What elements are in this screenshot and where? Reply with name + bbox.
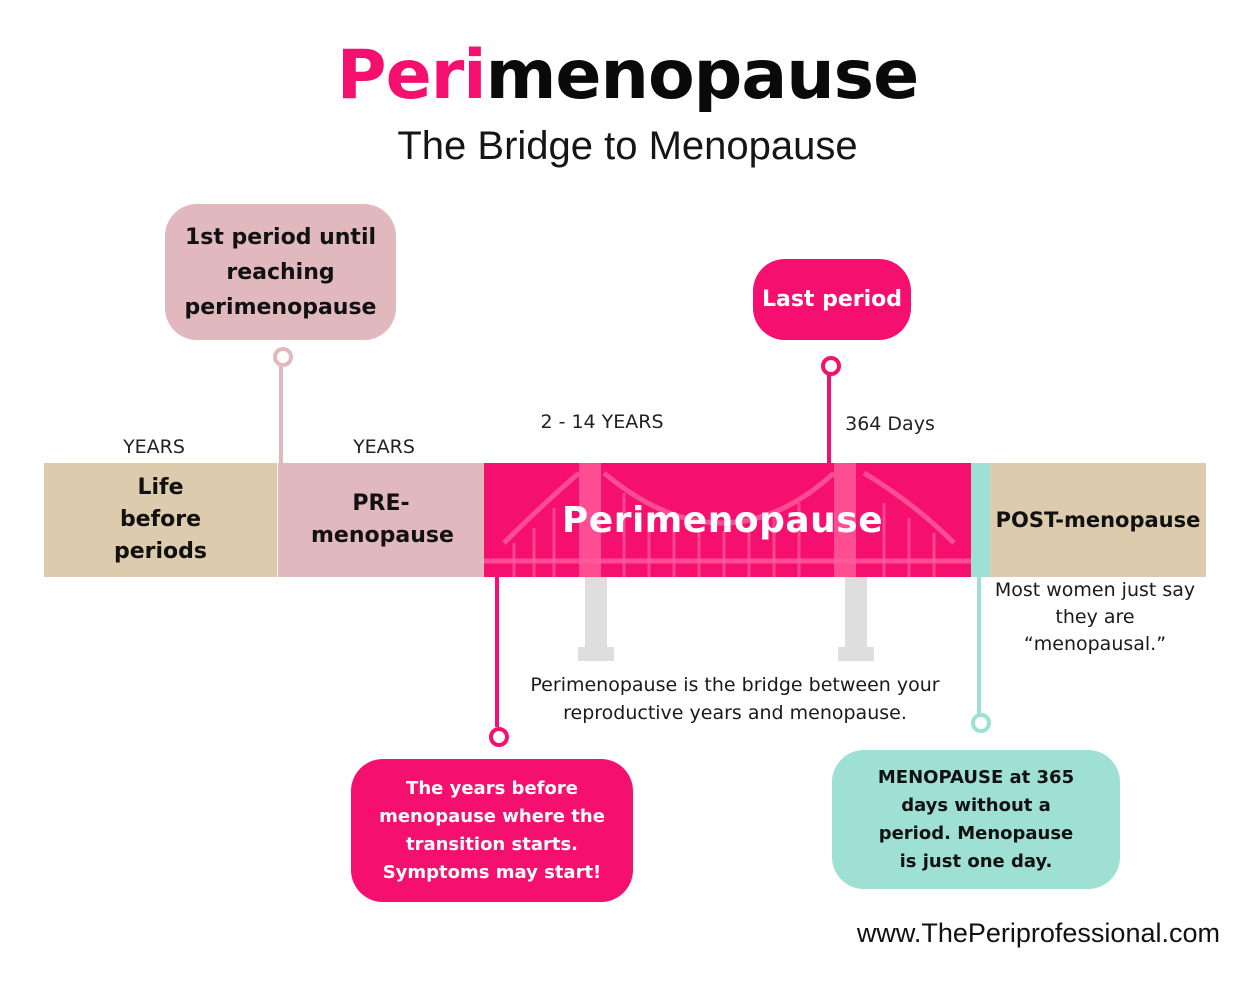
years-label-peri: 2 - 14 YEARS — [540, 411, 664, 433]
callout-first-period: 1st period until reaching perimenopause — [165, 204, 396, 340]
callout-last-period-text: Last period — [761, 287, 903, 312]
website-url: www.ThePeriprofessional.com — [856, 918, 1220, 948]
title-rest: menopause — [485, 36, 920, 115]
connector-first-period — [279, 358, 283, 464]
segment-peri: Perimenopause — [484, 463, 971, 577]
bridge-towers-graphic — [578, 577, 874, 661]
years-label-pre: YEARS — [353, 436, 415, 458]
segment-life-before: Life before periods — [44, 463, 277, 577]
days-label: 364 Days — [845, 413, 935, 435]
note-bridge: Perimenopause is the bridge between your… — [530, 674, 940, 724]
connector-years-before — [495, 577, 499, 727]
segment-post-label: POST-menopause — [995, 508, 1201, 532]
bridge-graphic — [484, 463, 971, 577]
callout-menopause: MENOPAUSE at 365 days without a period. … — [832, 750, 1120, 889]
segment-pre-label: PRE- menopause — [311, 491, 454, 548]
segment-pre: PRE- menopause — [278, 463, 484, 577]
segment-peri-label: Perimenopause — [561, 499, 884, 541]
title-highlight: Peri — [336, 36, 487, 115]
callout-last-period: Last period — [753, 259, 911, 340]
segment-life-before-label: Life before periods — [113, 475, 208, 564]
callout-menopause-text: MENOPAUSE at 365 days without a period. … — [877, 766, 1075, 872]
dot-menopause — [971, 713, 991, 733]
dot-years-before — [489, 727, 509, 747]
connector-last-period — [827, 370, 831, 464]
years-label-life: YEARS — [123, 436, 185, 458]
dot-first-period — [273, 347, 293, 367]
page-title: Perimenopause — [0, 36, 1255, 115]
dot-last-period — [821, 356, 841, 376]
connector-menopause — [977, 577, 981, 715]
page-subtitle: The Bridge to Menopause — [397, 124, 858, 168]
callout-years-before-text: The years before menopause where the tra… — [379, 777, 605, 883]
callout-first-period-text: 1st period until reaching perimenopause — [184, 224, 377, 320]
segment-menopause-day — [971, 463, 990, 577]
callout-years-before: The years before menopause where the tra… — [351, 759, 633, 902]
segment-post: POST-menopause — [990, 463, 1206, 577]
note-most-women: Most women just say they are “menopausal… — [994, 579, 1196, 655]
